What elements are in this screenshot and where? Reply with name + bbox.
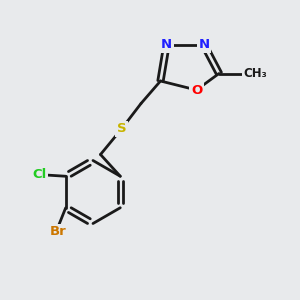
- Text: N: N: [161, 38, 172, 52]
- Text: S: S: [117, 122, 126, 136]
- Text: Cl: Cl: [32, 168, 46, 181]
- Text: N: N: [198, 38, 210, 52]
- Text: O: O: [191, 83, 202, 97]
- Text: CH₃: CH₃: [243, 67, 267, 80]
- Text: Br: Br: [50, 225, 67, 238]
